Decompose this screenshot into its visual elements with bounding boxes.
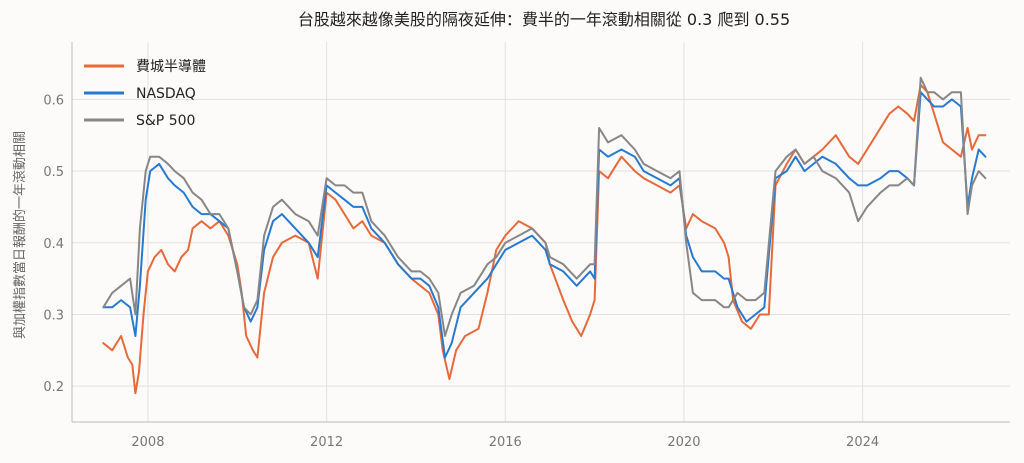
x-tick-label: 2024 xyxy=(846,435,879,450)
series-line-s-p-500 xyxy=(102,76,987,337)
y-tick-label: 0.5 xyxy=(43,165,64,180)
chart-title: 台股越來越像美股的隔夜延伸：費半的一年滾動相關從 0.3 爬到 0.55 xyxy=(298,10,790,29)
series-group xyxy=(102,76,987,395)
series-line-nasdaq xyxy=(102,91,987,359)
series-line-series-0 xyxy=(102,84,987,395)
x-tick-label: 2020 xyxy=(667,435,700,450)
legend: 費城半導體 NASDAQ S&P 500 xyxy=(84,59,206,129)
y-tick-label: 0.2 xyxy=(43,380,64,395)
y-tick-label: 0.3 xyxy=(43,308,64,323)
y-tick-label: 0.4 xyxy=(43,237,64,252)
tick-labels: 0.2 0.3 0.4 0.5 0.6 2008 2012 2016 2020 2024 xyxy=(43,93,879,450)
legend-label-nasdaq: NASDAQ xyxy=(136,86,196,102)
legend-label-s-p-500: S&P 500 xyxy=(136,113,195,129)
legend-label-series-0: 費城半導體 xyxy=(136,59,206,75)
grid xyxy=(72,42,1010,422)
x-tick-label: 2008 xyxy=(131,435,164,450)
x-tick-label: 2012 xyxy=(310,435,343,450)
axes xyxy=(71,42,1010,423)
y-axis-label: 與加權指數當日報酬的一年滾動相關 xyxy=(12,131,28,339)
y-tick-label: 0.6 xyxy=(43,93,64,108)
x-tick-label: 2016 xyxy=(489,435,522,450)
